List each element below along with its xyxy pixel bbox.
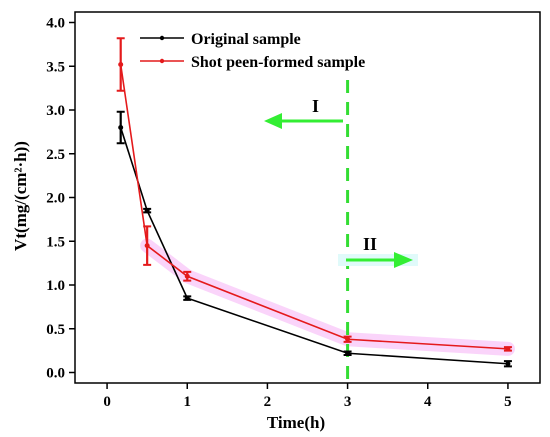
- x-tick-label: 4: [424, 394, 432, 410]
- highlight-path: [140, 238, 515, 356]
- y-tick-label: 3.0: [46, 103, 65, 119]
- region-2-arrowhead: [394, 252, 413, 268]
- y-tick-label: 2.0: [46, 191, 65, 207]
- y-tick-label: 3.5: [46, 59, 65, 75]
- data-point-original: [505, 361, 511, 367]
- y-tick-label: 1.5: [46, 234, 65, 250]
- data-point-shot-peen: [505, 346, 511, 352]
- data-point-original: [144, 208, 150, 214]
- x-tick-label: 2: [264, 394, 272, 410]
- y-tick-label: 0.5: [46, 322, 65, 338]
- highlight-band: [140, 238, 515, 356]
- data-point-shot-peen: [118, 62, 124, 67]
- x-axis-title: Time(h): [267, 413, 325, 432]
- legend-marker-original: [159, 35, 165, 41]
- x-tick-label: 1: [183, 394, 191, 410]
- legend-label-original: Original sample: [191, 31, 301, 48]
- x-tick-label: 0: [103, 394, 111, 410]
- data-point-original: [345, 350, 351, 356]
- x-tick-label: 5: [504, 394, 512, 410]
- data-point-shot-peen: [144, 243, 150, 249]
- x-tick-label: 3: [344, 394, 352, 410]
- data-point-shot-peen: [184, 273, 190, 279]
- y-axis-title: Vt(mg/(cm²·h)): [11, 141, 30, 251]
- legend-label-shot-peen: Shot peen-formed sample: [191, 54, 365, 71]
- data-point-shot-peen: [345, 336, 351, 342]
- region-2-label: II: [363, 234, 377, 254]
- region-2-annotation: II: [338, 234, 418, 268]
- y-tick-label: 2.5: [46, 147, 65, 163]
- legend: Original sample Shot peen-formed sample: [140, 31, 365, 71]
- y-tick-label: 0.0: [46, 366, 65, 382]
- data-point-original: [118, 125, 124, 130]
- series-layer: [116, 37, 512, 368]
- region-1-label: I: [312, 96, 319, 116]
- axis-ticks: 0 1 2 3 4 5 0.0 0.5 1.0 1.5 2.0 2.5 3.0 3.5 4.0: [46, 16, 511, 411]
- y-tick-label: 1.0: [46, 278, 65, 294]
- data-point-original: [184, 295, 190, 301]
- y-tick-label: 4.0: [46, 16, 65, 32]
- series-shot-peen: [116, 37, 512, 352]
- region-1-arrowhead: [264, 113, 282, 129]
- legend-marker-shot-peen: [159, 58, 165, 64]
- region-1-annotation: I: [264, 96, 343, 129]
